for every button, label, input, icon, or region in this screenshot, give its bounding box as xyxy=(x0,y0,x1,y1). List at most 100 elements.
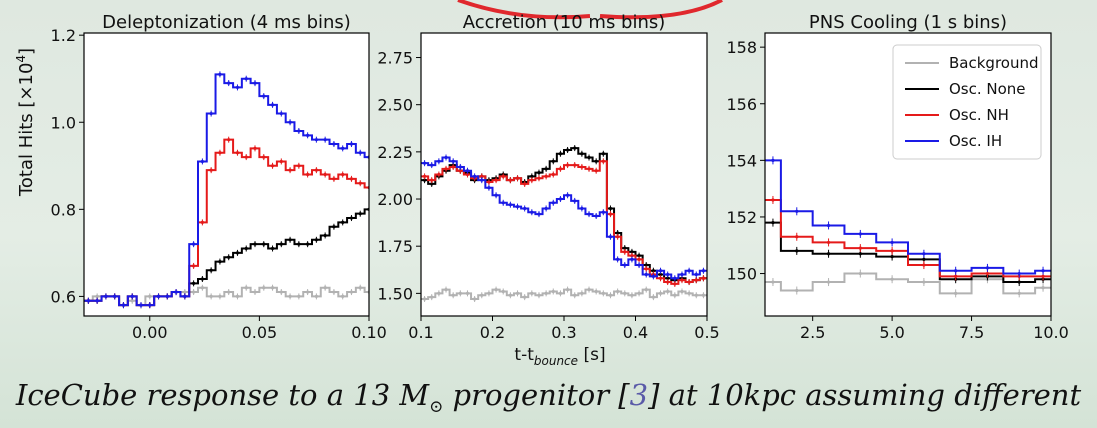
data-point xyxy=(297,164,301,168)
data-point xyxy=(644,267,648,271)
data-point xyxy=(227,290,231,294)
data-point xyxy=(332,290,336,294)
data-point xyxy=(451,293,455,297)
data-point xyxy=(218,151,222,155)
data-point xyxy=(601,210,605,214)
data-point xyxy=(244,246,248,251)
data-point xyxy=(270,103,275,107)
data-point xyxy=(580,206,584,211)
data-point xyxy=(922,257,926,261)
data-point xyxy=(501,289,505,294)
y-tick-label: 2.50 xyxy=(377,96,413,115)
data-point xyxy=(658,276,663,280)
data-point xyxy=(680,289,684,294)
data-point xyxy=(523,182,527,186)
data-point xyxy=(209,168,213,172)
axes-frame xyxy=(764,32,1052,317)
data-point xyxy=(444,287,448,292)
data-point xyxy=(637,254,641,258)
data-point xyxy=(323,233,327,238)
data-point xyxy=(587,155,591,160)
data-point xyxy=(565,193,570,197)
data-point xyxy=(288,238,292,242)
data-point xyxy=(279,159,283,164)
data-point xyxy=(1017,291,1021,295)
data-point xyxy=(422,161,427,165)
data-point xyxy=(985,271,990,276)
data-point xyxy=(858,252,862,256)
y-tick-label: 1.2 xyxy=(51,26,76,45)
data-point xyxy=(666,272,670,277)
citation-link[interactable]: 3 xyxy=(629,378,649,412)
series-group xyxy=(84,71,369,309)
data-point xyxy=(349,290,354,294)
data-point xyxy=(530,291,534,295)
data-point xyxy=(314,238,318,242)
data-point xyxy=(565,287,570,292)
data-point xyxy=(209,111,213,116)
data-point xyxy=(651,269,655,273)
y-tick-label: 156 xyxy=(726,95,757,114)
data-point xyxy=(332,177,336,181)
x-tick-label: 0.05 xyxy=(242,323,278,342)
data-point xyxy=(544,206,548,211)
data-point xyxy=(148,294,152,299)
data-point xyxy=(227,138,231,142)
data-point xyxy=(487,291,491,295)
data-point xyxy=(451,165,455,169)
data-point xyxy=(314,294,318,299)
data-point xyxy=(358,286,362,290)
data-point xyxy=(253,146,257,150)
data-point xyxy=(139,303,143,307)
data-point xyxy=(694,272,698,277)
data-point xyxy=(130,299,134,303)
data-point xyxy=(422,174,427,178)
data-point xyxy=(687,280,691,284)
data-point xyxy=(701,276,706,280)
panel-title: PNS Cooling (1 s bins) xyxy=(809,12,1007,33)
data-point xyxy=(771,158,775,162)
x-tick-label: 0.2 xyxy=(480,323,505,342)
x-tick-label: 0.3 xyxy=(551,323,576,342)
data-point xyxy=(795,235,799,239)
data-point xyxy=(658,269,663,273)
data-point xyxy=(279,290,283,294)
data-point xyxy=(262,242,266,246)
data-point xyxy=(608,235,613,239)
data-point xyxy=(437,172,441,177)
data-point xyxy=(494,287,498,292)
data-point xyxy=(573,163,577,167)
series-osc-ih-line xyxy=(765,159,1051,275)
data-point xyxy=(558,197,563,201)
data-point xyxy=(594,169,598,173)
data-point xyxy=(494,178,498,182)
x-tick-label: 10.0 xyxy=(1033,323,1069,342)
data-point xyxy=(537,176,541,180)
data-point xyxy=(858,271,862,276)
data-point xyxy=(458,165,462,169)
data-point xyxy=(544,291,548,295)
data-point xyxy=(113,294,117,299)
data-point xyxy=(954,269,958,273)
data-point xyxy=(192,264,196,268)
data-point xyxy=(192,242,196,246)
data-point xyxy=(644,263,648,267)
data-point xyxy=(537,212,541,216)
x-axis-label: t-tbounce [s] xyxy=(514,345,605,368)
data-point xyxy=(666,289,670,294)
data-point xyxy=(630,293,634,297)
legend-label: Osc. IH xyxy=(949,132,1002,150)
data-point xyxy=(297,294,301,299)
data-point xyxy=(530,174,534,178)
data-point xyxy=(253,81,257,85)
data-point xyxy=(594,289,598,294)
data-point xyxy=(673,293,677,297)
data-point xyxy=(349,177,354,181)
y-tick-label: 0.6 xyxy=(51,287,76,306)
y-tick-label: 1.0 xyxy=(51,113,76,132)
data-point xyxy=(694,278,698,282)
data-point xyxy=(209,268,213,272)
data-point xyxy=(358,151,362,155)
data-point xyxy=(637,291,641,295)
data-point xyxy=(279,242,283,246)
